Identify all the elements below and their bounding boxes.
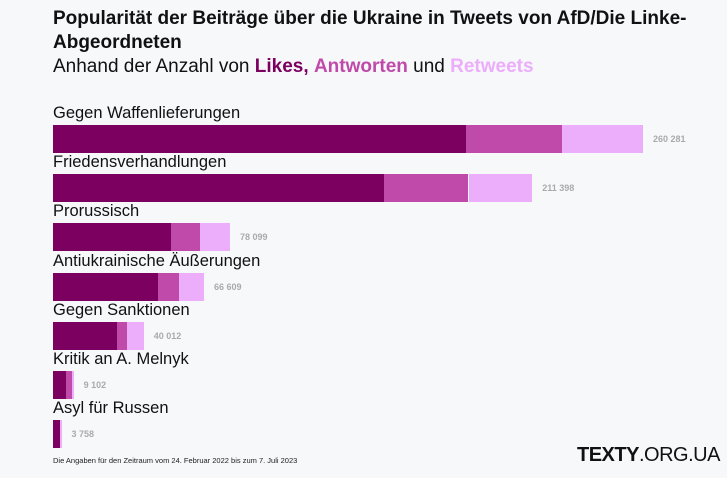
bar-segment-likes xyxy=(53,272,159,301)
category-label: Asyl für Russen xyxy=(53,399,169,418)
bar-segment-retweets xyxy=(200,223,231,252)
texty-logo: TEXTY.ORG.UA xyxy=(577,444,720,467)
footnote: Die Angaben für den Zeitraum vom 24. Feb… xyxy=(53,456,298,465)
legend-retweets: Retweets xyxy=(450,56,534,77)
bar-segment-retweets xyxy=(561,125,643,153)
bar-segment-retweets xyxy=(127,321,144,350)
bar-segment-replies xyxy=(466,125,562,153)
total-label: 211 398 xyxy=(542,183,575,194)
bar-segment-retweets xyxy=(60,420,62,449)
subtitle-mid: und xyxy=(413,56,445,77)
chart-title: Popularität der Beiträge über die Ukrain… xyxy=(53,8,687,53)
bar-segment-likes xyxy=(53,321,117,350)
category-label: Gegen Waffenlieferungen xyxy=(53,104,241,122)
subtitle-prefix: Anhand der Anzahl von xyxy=(53,56,250,77)
bar-segment-retweets xyxy=(179,272,204,301)
chart-subtitle: Anhand der Anzahl von Likes, Antworten u… xyxy=(53,55,534,79)
total-label: 40 012 xyxy=(153,330,182,341)
bar-segment-replies xyxy=(116,321,128,350)
bar-segment-likes xyxy=(53,174,384,203)
category-label: Antiukrainische Äußerungen xyxy=(53,251,261,270)
bar-segment-replies xyxy=(158,272,180,301)
total-label: 66 609 xyxy=(213,281,242,292)
bar-segment-replies xyxy=(171,223,201,252)
bar-segment-likes xyxy=(53,125,467,153)
category-label: Friedensverhandlungen xyxy=(53,153,227,172)
legend-replies: Antworten xyxy=(313,56,408,77)
bar-segment-replies xyxy=(383,174,469,203)
bar-segment-likes xyxy=(53,371,67,399)
category-label: Prorussisch xyxy=(53,202,140,221)
total-label: 78 099 xyxy=(240,232,268,243)
category-label: Kritik an A. Melnyk xyxy=(53,350,189,368)
logo-rest: .ORG.UA xyxy=(638,444,720,466)
bar-segment-retweets xyxy=(72,371,74,399)
logo-bold: TEXTY xyxy=(577,444,639,466)
bar-segment-likes xyxy=(53,420,61,449)
legend-likes: Likes, xyxy=(254,56,309,77)
total-label: 9 102 xyxy=(83,380,107,390)
bar-segment-replies xyxy=(66,371,73,399)
total-label: 260 281 xyxy=(653,134,686,144)
bar-segment-likes xyxy=(53,223,172,252)
bar-segment-retweets xyxy=(468,174,533,203)
category-label: Gegen Sanktionen xyxy=(53,300,190,319)
total-label: 3 758 xyxy=(71,429,95,440)
